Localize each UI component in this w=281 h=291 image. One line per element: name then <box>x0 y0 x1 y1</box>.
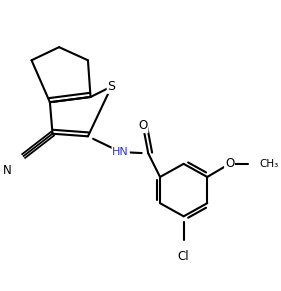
Text: HN: HN <box>112 147 129 157</box>
Text: Cl: Cl <box>178 250 189 263</box>
Text: CH₃: CH₃ <box>260 159 279 169</box>
Text: N: N <box>3 164 12 178</box>
Text: O: O <box>138 119 148 132</box>
Text: S: S <box>108 80 115 93</box>
Text: O: O <box>225 157 234 170</box>
